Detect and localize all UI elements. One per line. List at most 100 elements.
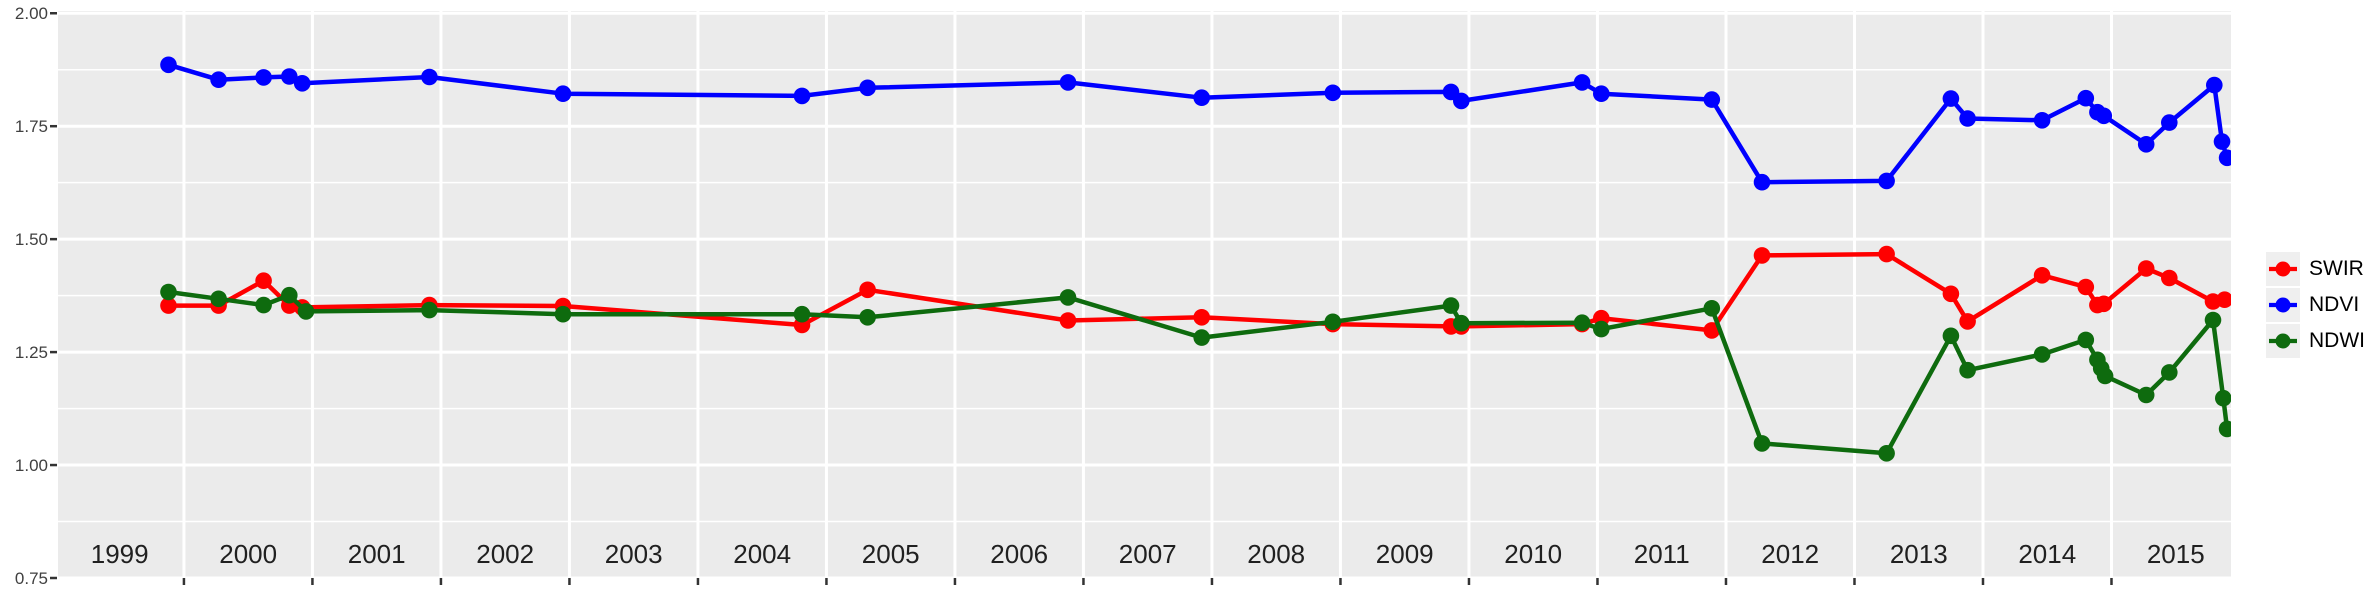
swir-point	[255, 272, 272, 290]
ndvi-point	[2095, 107, 2113, 125]
ndvi-point	[2218, 149, 2231, 167]
series-group	[160, 56, 2231, 462]
ndwi-point	[793, 305, 811, 323]
ndvi-point	[1753, 173, 1771, 191]
ndwi-point	[2033, 346, 2051, 363]
ndwi-point	[1878, 445, 1895, 462]
x-axis-label: 2006	[990, 539, 1048, 569]
x-axis-label: 2001	[348, 539, 406, 569]
ndwi-point	[1442, 297, 1460, 314]
x-axis-label: 2002	[476, 539, 534, 569]
swir-point	[1942, 285, 1960, 303]
plot-panel	[58, 11, 2231, 578]
swir-point	[2077, 278, 2095, 296]
ndwi-point	[160, 283, 177, 301]
ndwi-point	[1753, 435, 1771, 452]
swir-point	[1193, 309, 1210, 326]
legend-item-ndwi: NDWI	[2266, 324, 2365, 358]
ndwi-point	[1453, 314, 1470, 332]
legend: SWIR NDVI NDWI	[2266, 252, 2365, 360]
ndvi-point	[1324, 84, 1342, 102]
y-axis-label: 1.75	[15, 117, 48, 136]
x-axis-label: 2014	[2018, 539, 2076, 569]
ndvi-point	[2033, 112, 2051, 129]
ndvi-line	[167, 62, 2230, 185]
x-axis-label: 1999	[91, 539, 149, 569]
legend-key-ndwi	[2266, 324, 2300, 358]
ndwi-point	[1703, 300, 1721, 317]
legend-label-swir: SWIR	[2309, 257, 2364, 280]
ndvi-point	[1703, 91, 1721, 108]
legend-point-icon	[2275, 297, 2291, 313]
ndwi-point	[1324, 313, 1342, 331]
legend-point-icon	[2275, 261, 2291, 277]
swir-point	[1878, 245, 1895, 263]
ndwi-point	[1959, 361, 1976, 379]
y-axis-label: 1.00	[15, 456, 48, 475]
ndvi-point	[210, 71, 227, 88]
ndwi-point	[281, 286, 298, 304]
ndvi-point	[1942, 90, 1960, 107]
ndvi-point	[859, 79, 876, 97]
x-axis-label: 2008	[1247, 539, 1305, 569]
swir-point	[2137, 260, 2155, 277]
swir-point	[859, 281, 876, 299]
x-axis-label: 2015	[2147, 539, 2205, 569]
ndwi-point	[1193, 329, 1210, 346]
ndwi-point	[1593, 320, 1610, 338]
ndwi-point	[1573, 314, 1591, 332]
ndvi-point	[2161, 114, 2178, 131]
ndwi-point	[2161, 364, 2178, 381]
y-axis-label: 1.25	[15, 343, 48, 362]
ndwi-point	[554, 305, 572, 323]
ndvi-point	[1453, 92, 1470, 110]
x-axis-label: 2003	[605, 539, 663, 569]
ndvi-point	[1193, 89, 1210, 106]
swir-point	[2033, 267, 2051, 284]
ndvi-point	[255, 69, 272, 86]
legend-key-swir	[2266, 252, 2300, 286]
swir-point	[1753, 247, 1771, 264]
ndvi-point	[1593, 85, 1610, 102]
swir-point	[2161, 269, 2178, 287]
ndvi-point	[1878, 172, 1895, 190]
y-axis-label: 2.00	[15, 4, 48, 23]
ndwi-point	[210, 290, 227, 308]
ndwi-point	[2137, 386, 2155, 404]
x-axis-label: 2012	[1761, 539, 1819, 569]
x-axis-label: 2007	[1119, 539, 1177, 569]
ndwi-point	[297, 303, 315, 320]
ndwi-point	[421, 301, 438, 319]
legend-key-glyph	[2269, 261, 2297, 277]
ndvi-point	[1059, 74, 1077, 91]
legend-key-ndvi	[2266, 288, 2300, 322]
legend-point-icon	[2275, 333, 2291, 349]
ndvi-point	[793, 87, 811, 105]
ndwi-point	[1059, 289, 1077, 306]
legend-label-ndwi: NDWI	[2309, 329, 2365, 352]
swir-point	[1059, 312, 1077, 329]
ndvi-point	[1573, 74, 1591, 91]
y-axis-label: 0.75	[15, 569, 48, 588]
x-axis-label: 2013	[1890, 539, 1948, 569]
x-axis-label: 2005	[862, 539, 920, 569]
ndvi-point	[2213, 133, 2231, 150]
x-axis-label: 2004	[733, 539, 791, 569]
legend-item-ndvi: NDVI	[2266, 288, 2365, 322]
legend-key-glyph	[2269, 333, 2297, 349]
ndwi-point	[2204, 311, 2222, 329]
legend-item-swir: SWIR	[2266, 252, 2365, 286]
ndwi-point	[255, 296, 272, 314]
y-axis-label: 1.50	[15, 230, 48, 249]
ndvi-point	[1959, 110, 1976, 127]
swir-point	[2095, 295, 2113, 313]
legend-label-ndvi: NDVI	[2309, 293, 2360, 316]
ndwi-point	[1942, 327, 1960, 345]
swir-point	[1959, 313, 1976, 330]
ndvi-point	[2077, 89, 2095, 107]
legend-key-glyph	[2269, 297, 2297, 313]
ndvi-point	[2206, 76, 2223, 94]
swir-point	[160, 297, 177, 314]
